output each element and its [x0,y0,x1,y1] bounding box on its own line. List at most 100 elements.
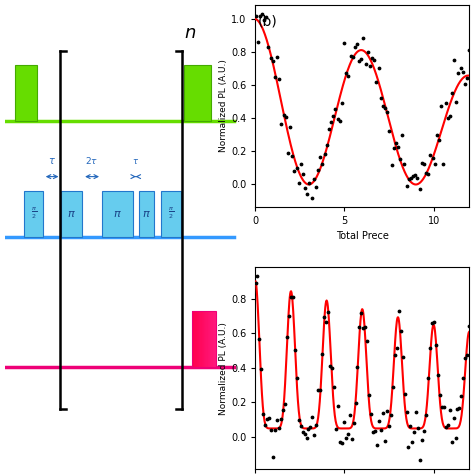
Point [345,73,352,80]
Point [446,112,454,119]
Point [299,428,306,436]
Point [306,179,313,187]
Point [312,183,320,191]
Point [360,324,367,332]
Point [364,48,372,56]
Point [399,354,406,361]
FancyBboxPatch shape [184,65,211,121]
Point [263,13,270,20]
FancyBboxPatch shape [204,311,205,367]
Point [387,411,395,419]
Point [267,55,274,62]
Point [403,182,410,189]
Point [444,114,451,121]
FancyBboxPatch shape [214,311,215,367]
Point [264,415,271,422]
Point [346,411,354,419]
Point [357,55,365,63]
Point [340,418,347,426]
FancyBboxPatch shape [207,311,208,367]
Point [307,423,314,431]
Point [446,407,454,414]
FancyBboxPatch shape [195,311,197,367]
Point [301,184,309,192]
Point [303,190,311,197]
Point [254,273,261,280]
Point [271,73,279,81]
Point [431,160,438,168]
Point [435,136,443,144]
Point [373,78,380,86]
FancyBboxPatch shape [194,311,195,367]
Point [433,131,441,138]
FancyBboxPatch shape [201,311,203,367]
Point [252,12,259,19]
Point [393,344,401,351]
Text: $\tau$: $\tau$ [48,156,56,166]
Point [324,308,332,315]
Point [379,409,387,417]
Point [353,40,361,48]
Point [457,392,465,400]
Point [317,154,324,161]
Point [395,308,402,315]
Point [374,441,381,449]
Point [287,293,295,301]
Point [362,60,369,68]
Point [327,118,335,126]
Point [342,69,350,77]
Point [346,53,354,60]
Point [377,94,384,101]
Point [350,419,357,427]
Point [456,404,463,412]
Text: $\pi$: $\pi$ [113,209,122,219]
Point [340,39,348,47]
Point [297,422,304,429]
Point [454,405,461,412]
Point [405,443,412,451]
Point [349,54,356,61]
Point [267,426,275,434]
Point [407,422,414,430]
Point [275,424,283,431]
Point [409,438,416,446]
Point [457,64,465,72]
Point [332,425,340,433]
Point [262,421,269,429]
Point [381,437,389,445]
Point [323,141,330,148]
Text: $\frac{\pi}{2}$: $\frac{\pi}{2}$ [168,206,174,221]
Point [293,164,301,172]
Point [438,102,445,109]
Point [319,350,326,358]
Point [293,374,301,382]
Point [273,54,281,61]
Point [427,151,434,159]
Point [461,80,469,88]
Point [365,391,373,399]
Point [377,426,385,434]
FancyBboxPatch shape [102,191,133,237]
Text: (b): (b) [258,14,278,28]
Point [450,56,458,64]
Point [319,160,326,168]
FancyBboxPatch shape [15,65,36,121]
Point [314,166,322,173]
Point [336,438,344,446]
Point [334,402,342,410]
Point [289,152,296,160]
Point [360,34,367,42]
Point [383,109,391,116]
Point [330,383,338,391]
Point [309,413,316,421]
Point [375,417,383,425]
Point [407,173,415,181]
Point [462,355,469,362]
Y-axis label: Normalized PL (A.U.): Normalized PL (A.U.) [219,59,228,152]
Point [338,99,346,107]
Point [260,410,267,418]
Point [277,415,285,423]
Point [411,172,419,179]
Point [410,428,418,436]
FancyBboxPatch shape [213,311,214,367]
